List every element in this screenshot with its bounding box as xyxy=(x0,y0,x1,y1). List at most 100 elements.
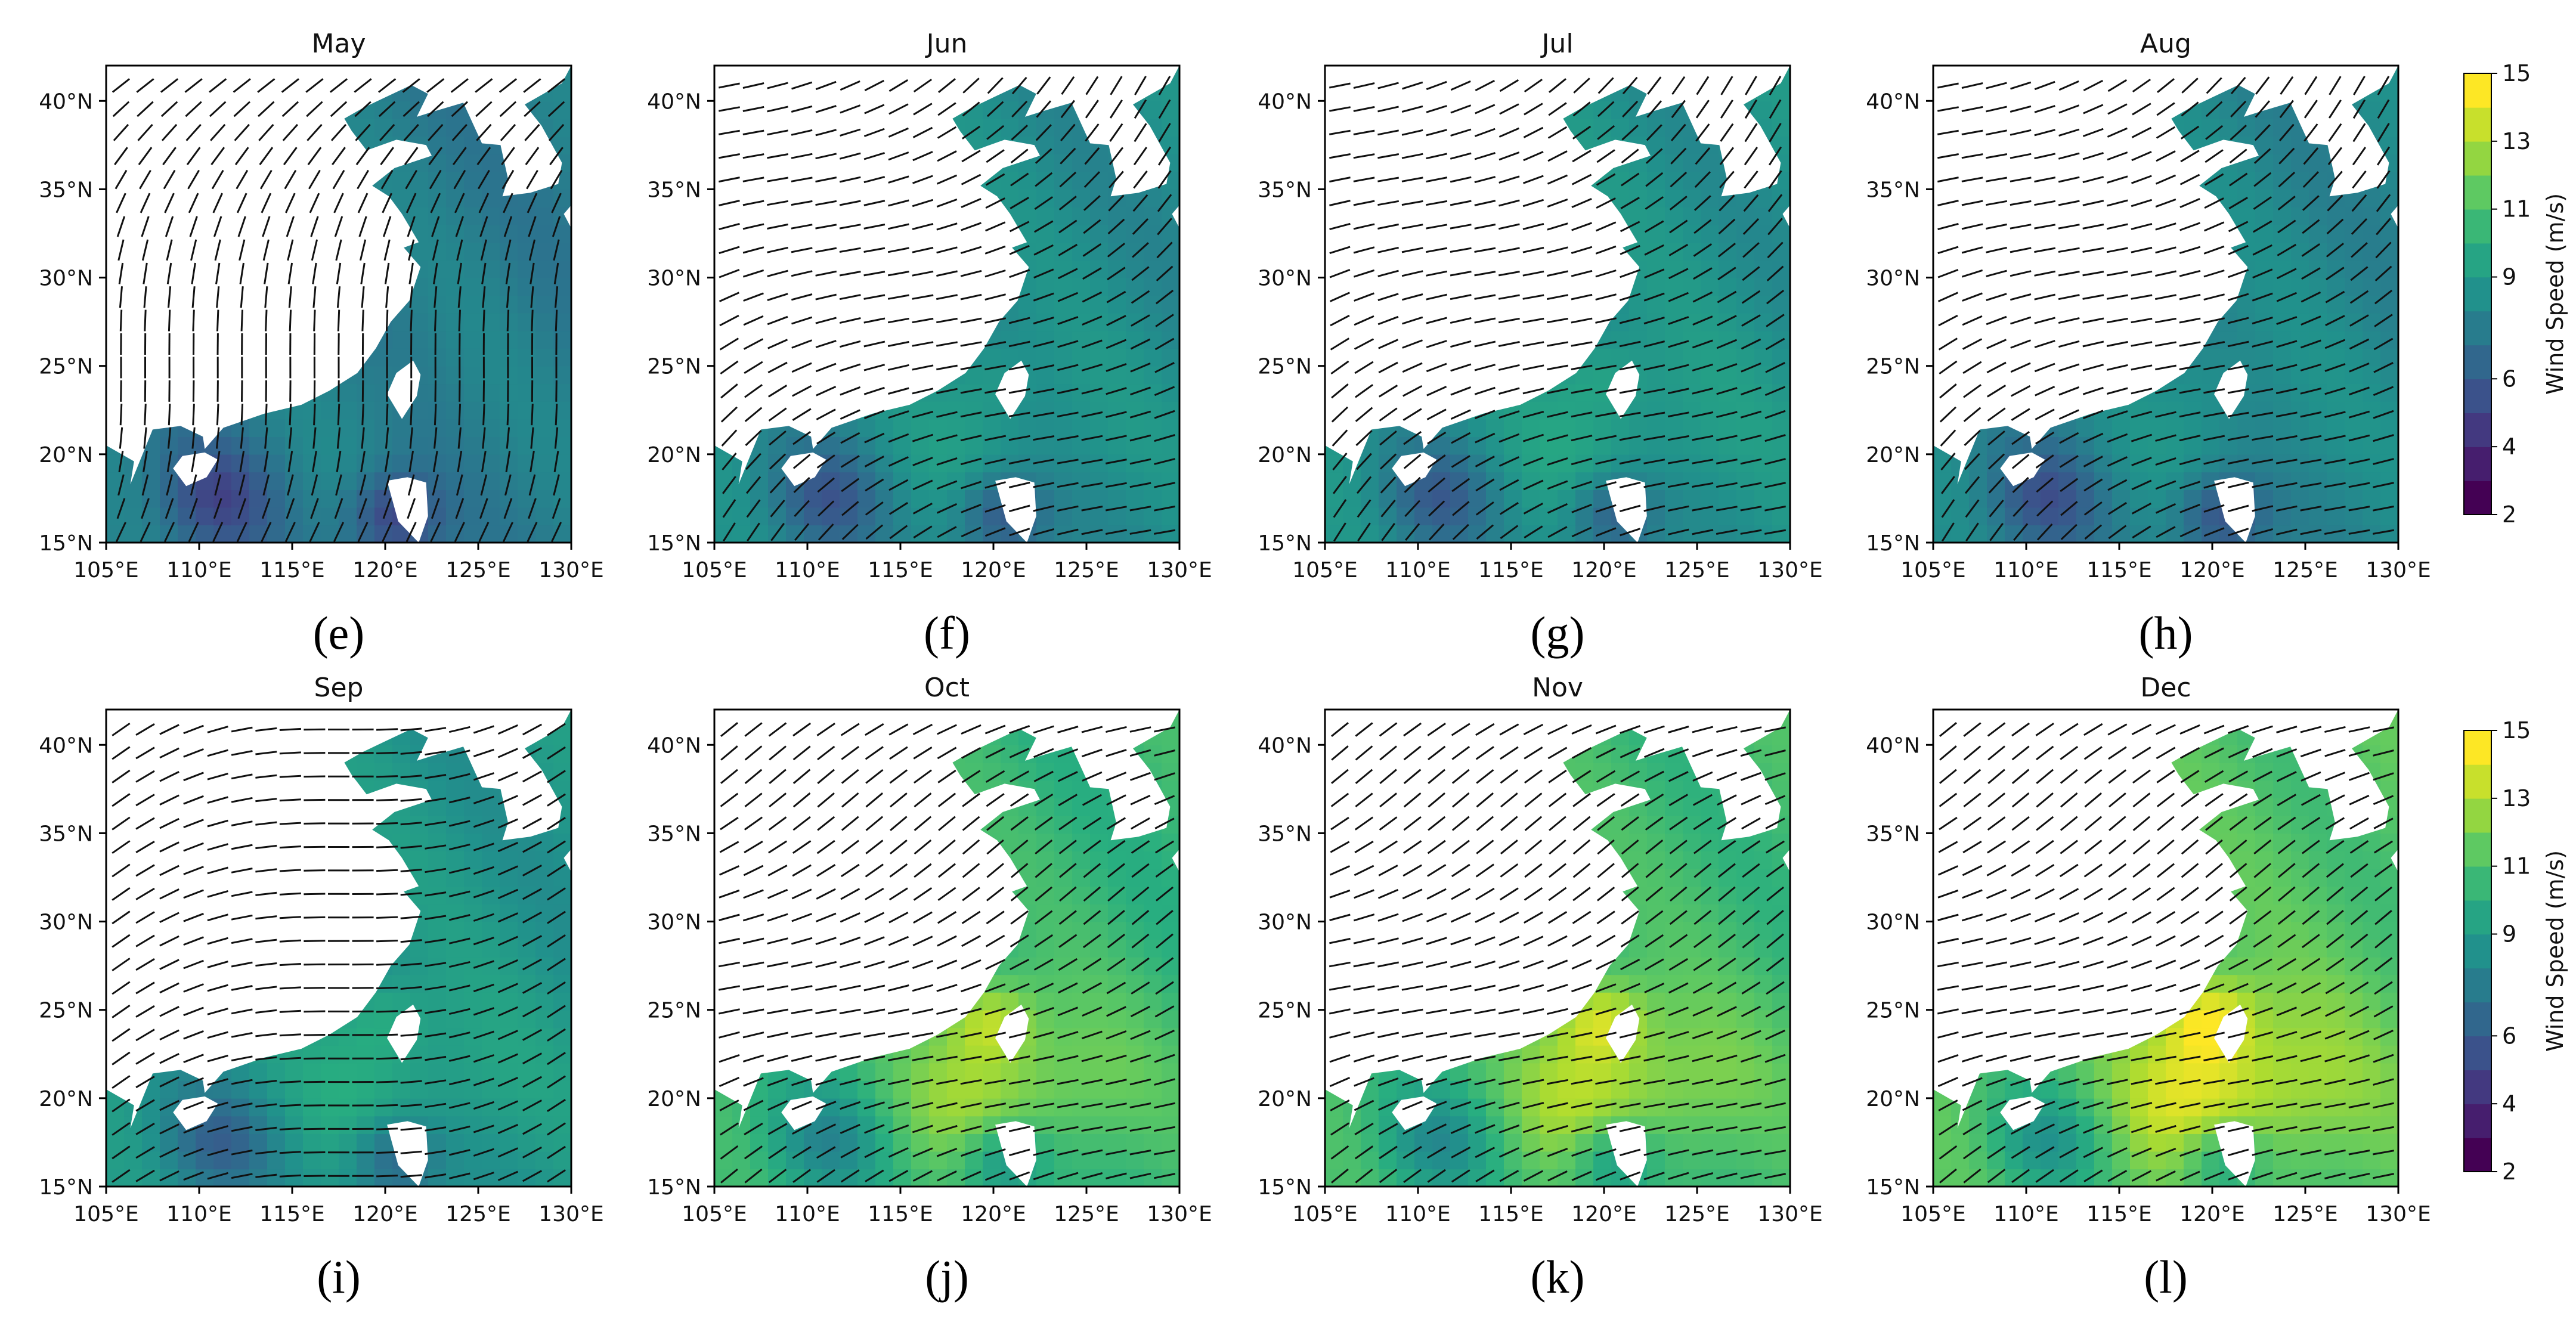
speed-cell xyxy=(1072,224,1091,243)
wind-arrow xyxy=(555,286,559,308)
wind-arrow xyxy=(1133,147,1148,166)
wind-arrow xyxy=(1696,76,1710,95)
wind-arrow xyxy=(1134,99,1147,119)
wind-arrow xyxy=(2060,501,2078,516)
wind-arrow xyxy=(2324,459,2346,464)
speed-cell xyxy=(875,472,894,490)
y-tick-label: 15°N xyxy=(1866,531,1920,556)
wind-arrow xyxy=(2010,176,2032,182)
speed-cell xyxy=(1683,295,1701,314)
land-island xyxy=(2391,205,2398,228)
wind-arrow xyxy=(961,125,981,140)
wind-arrow xyxy=(1355,384,1373,398)
wind-arrow xyxy=(2082,224,2104,230)
speed-cell xyxy=(2023,490,2041,508)
wind-arrow xyxy=(1333,499,1347,518)
wind-arrow xyxy=(452,147,467,166)
wind-arrow xyxy=(1692,459,1714,464)
speed-cell xyxy=(267,1133,286,1152)
wind-arrow xyxy=(2252,292,2273,302)
wind-arrow xyxy=(2374,314,2393,327)
wind-arrow xyxy=(2060,478,2079,493)
speed-cell xyxy=(2363,419,2381,437)
wind-arrow xyxy=(378,101,396,117)
wind-arrow xyxy=(506,309,510,332)
wind-arrow xyxy=(2203,504,2225,513)
speed-cell xyxy=(1162,490,1179,508)
wind-arrow xyxy=(2326,218,2344,235)
speed-cell xyxy=(1969,490,1987,508)
wind-arrow xyxy=(185,123,202,141)
wind-arrow xyxy=(336,427,341,449)
wind-arrow xyxy=(1961,82,1983,89)
x-tick-label: 115°E xyxy=(2086,558,2151,583)
wind-arrow xyxy=(1154,386,1175,397)
speed-cell xyxy=(2291,348,2309,367)
wind-arrow xyxy=(815,363,837,373)
speed-cell xyxy=(446,992,465,1011)
wind-arrow xyxy=(2205,125,2224,140)
wind-arrow xyxy=(1154,362,1175,373)
wind-arrow xyxy=(818,523,834,541)
wind-arrow xyxy=(912,317,934,324)
speed-cell xyxy=(1647,118,1665,137)
speed-cell xyxy=(1162,366,1179,385)
wind-arrow xyxy=(385,427,389,449)
subfigure-label: (e) xyxy=(313,607,365,659)
wind-arrow xyxy=(2107,387,2128,395)
wind-arrow xyxy=(501,169,515,190)
speed-cell xyxy=(464,224,482,243)
x-tick-label: 110°E xyxy=(1993,558,2058,583)
x-tick-label: 125°E xyxy=(1054,558,1119,583)
wind-arrow xyxy=(553,450,559,473)
wind-arrow xyxy=(863,364,886,371)
wind-arrow xyxy=(2179,270,2201,277)
wind-arrow xyxy=(329,78,348,93)
wind-arrow xyxy=(863,386,885,395)
wind-arrow xyxy=(457,286,462,308)
y-tick-label: 20°N xyxy=(647,443,701,467)
speed-cell xyxy=(535,490,554,508)
wind-arrow xyxy=(961,198,982,208)
wind-arrow xyxy=(2106,340,2128,347)
wind-arrow xyxy=(936,317,958,324)
speed-cell xyxy=(2094,472,2113,490)
speed-cell xyxy=(2380,136,2398,154)
x-tick-label: 110°E xyxy=(775,558,840,583)
wind-arrow xyxy=(382,498,392,519)
wind-arrow xyxy=(863,247,886,253)
wind-arrow xyxy=(1057,388,1079,395)
wind-arrow xyxy=(1499,79,1519,92)
speed-cell xyxy=(374,1151,393,1170)
speed-cell xyxy=(786,490,804,508)
wind-arrow xyxy=(2181,101,2199,117)
wind-arrow xyxy=(1692,435,1714,441)
speed-cell xyxy=(392,436,411,455)
speed-cell xyxy=(2345,366,2363,385)
wind-arrow xyxy=(863,200,886,206)
wind-arrow xyxy=(383,239,391,261)
wind-arrow xyxy=(719,268,740,278)
wind-arrow xyxy=(1522,246,1544,253)
speed-cell xyxy=(374,401,393,420)
speed-cell xyxy=(2345,490,2363,508)
speed-cell xyxy=(2255,118,2274,137)
speed-cell xyxy=(2273,136,2292,154)
wind-arrow xyxy=(1717,315,1737,326)
wind-arrow xyxy=(209,101,227,117)
wind-arrow xyxy=(143,262,148,284)
wind-arrow xyxy=(815,247,837,253)
speed-cell xyxy=(392,189,411,207)
wind-arrow xyxy=(184,78,203,93)
speed-cell xyxy=(2363,472,2381,490)
speed-cell xyxy=(1701,189,1719,207)
speed-cell xyxy=(410,330,429,349)
speed-cell xyxy=(1719,312,1737,332)
speed-cell xyxy=(1162,507,1179,526)
speed-cell xyxy=(1629,242,1648,261)
wind-arrow xyxy=(1401,129,1423,136)
wind-arrow xyxy=(839,317,861,324)
wind-arrow xyxy=(1572,101,1591,117)
wind-arrow xyxy=(2204,173,2224,186)
wind-arrow xyxy=(2352,123,2366,143)
